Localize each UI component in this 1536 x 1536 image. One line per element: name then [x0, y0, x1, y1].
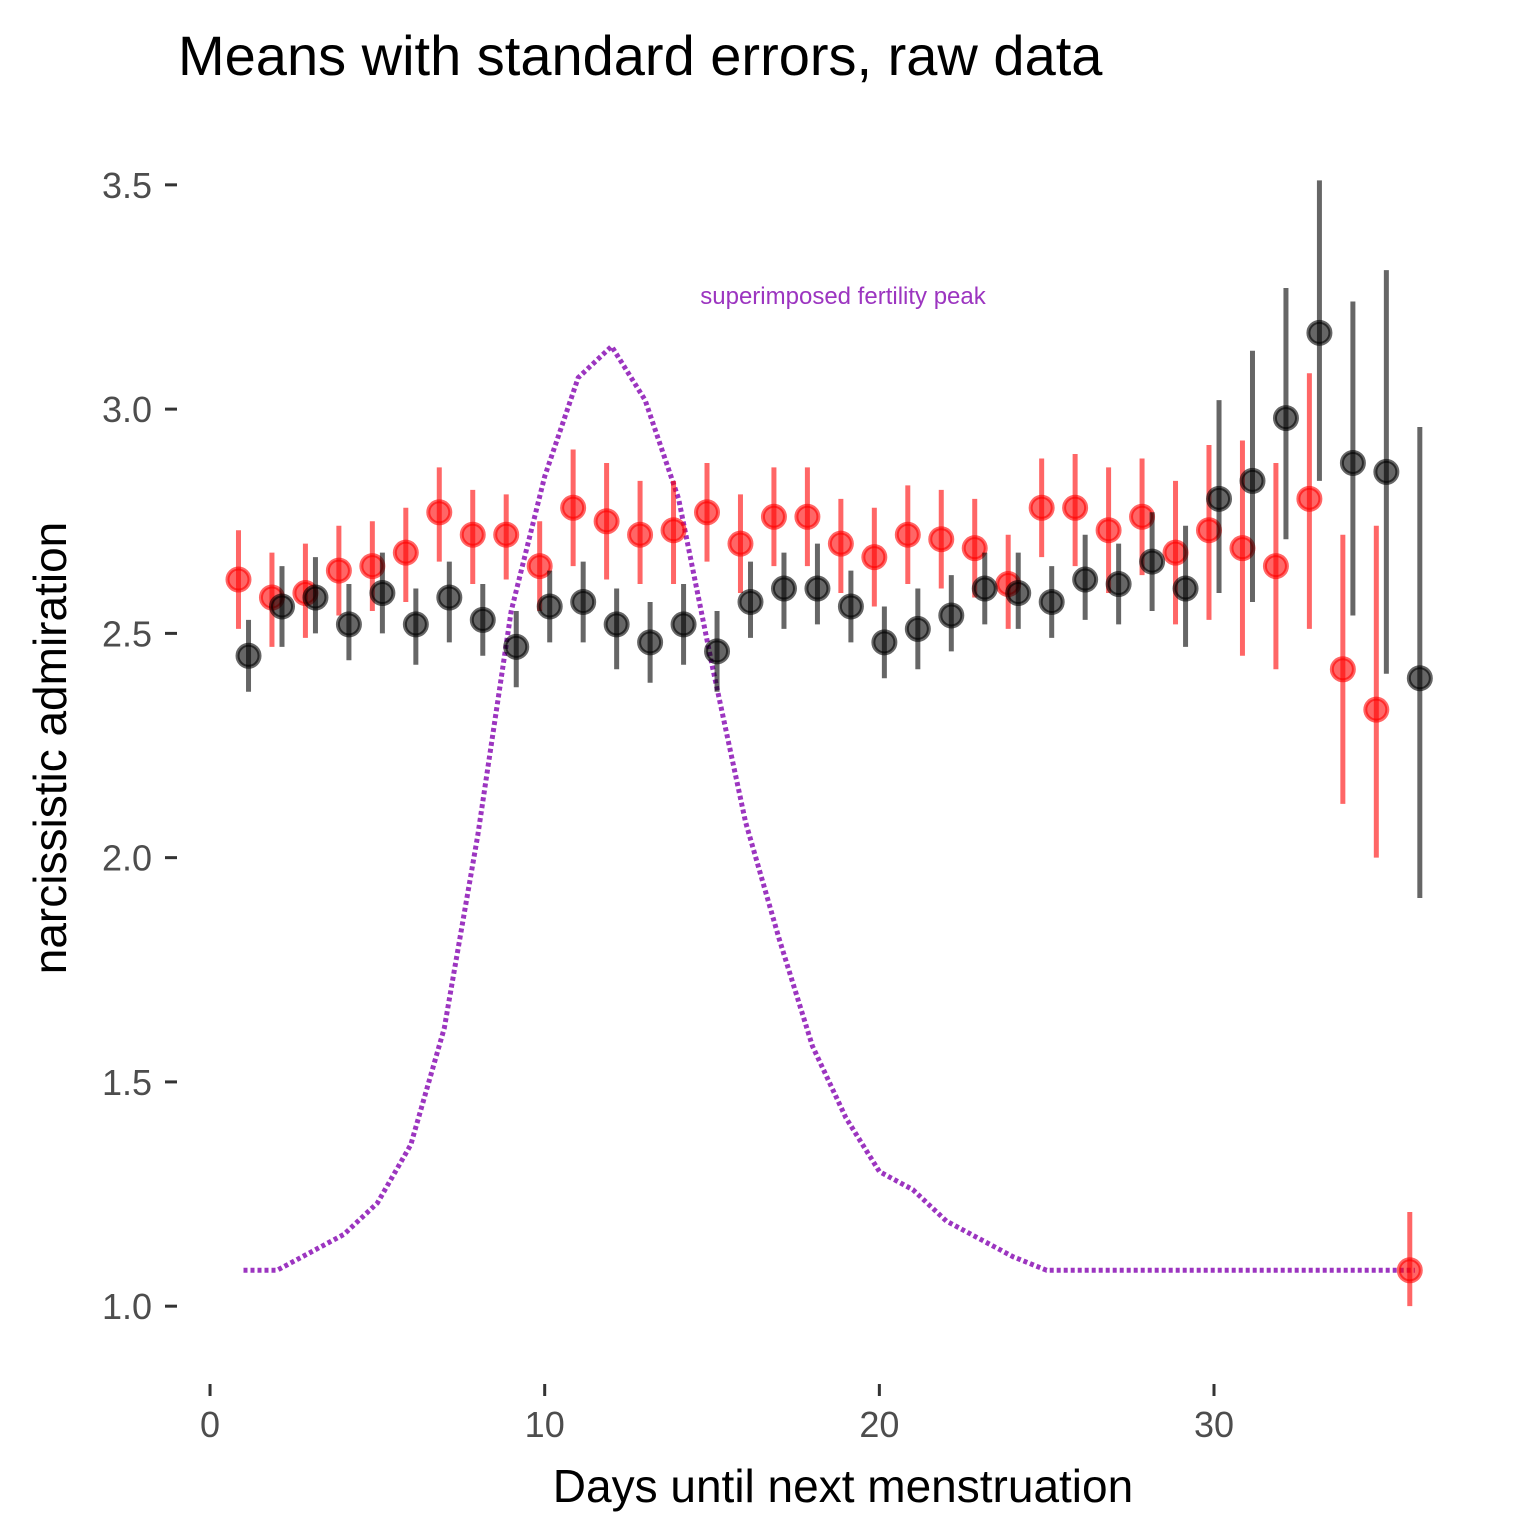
mean-point — [1072, 566, 1099, 593]
mean-point — [837, 593, 864, 620]
mean-point — [235, 642, 262, 669]
mean-point — [325, 557, 352, 584]
mean-point — [1062, 494, 1089, 521]
x-axis: 0 10 20 30 — [200, 1384, 1234, 1445]
x-tick-label: 20 — [859, 1404, 899, 1445]
mean-point — [1272, 405, 1299, 432]
mean-point — [861, 544, 888, 571]
fertility-curve-layer — [243, 342, 1415, 1273]
mean-point — [560, 494, 587, 521]
mean-point — [392, 539, 419, 566]
mean-point — [827, 530, 854, 557]
y-tick-label: 1.5 — [102, 1062, 152, 1103]
mean-point — [402, 611, 429, 638]
mean-point — [760, 503, 787, 530]
mean-point — [302, 584, 329, 611]
mean-point — [335, 611, 362, 638]
mean-point — [627, 521, 654, 548]
y-tick-label: 2.5 — [102, 613, 152, 654]
mean-point — [971, 575, 998, 602]
mean-point — [593, 508, 620, 535]
x-axis-label: Days until next menstruation — [553, 1460, 1133, 1512]
y-tick-label: 2.0 — [102, 838, 152, 879]
y-tick-label: 1.0 — [102, 1286, 152, 1327]
mean-point — [904, 615, 931, 642]
mean-point — [670, 611, 697, 638]
y-tick-label: 3.0 — [102, 389, 152, 430]
mean-point — [894, 521, 921, 548]
y-tick-label: 3.5 — [102, 165, 152, 206]
mean-point — [1396, 1257, 1423, 1284]
mean-point — [493, 521, 520, 548]
mean-point — [225, 566, 252, 593]
mean-point — [1028, 494, 1055, 521]
mean-point — [1296, 485, 1323, 512]
mean-point — [727, 530, 754, 557]
mean-point — [961, 535, 988, 562]
mean-point — [804, 575, 831, 602]
mean-point — [871, 629, 898, 656]
mean-point — [794, 503, 821, 530]
mean-point — [570, 588, 597, 615]
mean-point — [526, 553, 553, 580]
x-tick-label: 10 — [525, 1404, 565, 1445]
mean-point — [1206, 485, 1233, 512]
mean-point — [1262, 553, 1289, 580]
series-group — [235, 180, 1433, 899]
mean-point — [660, 517, 687, 544]
x-tick-label: 30 — [1194, 1404, 1234, 1445]
mean-point — [1239, 467, 1266, 494]
data-marks — [225, 180, 1433, 1307]
mean-point — [1105, 571, 1132, 598]
mean-point — [1339, 449, 1366, 476]
mean-point — [536, 593, 563, 620]
mean-point — [1095, 517, 1122, 544]
mean-point — [268, 593, 295, 620]
mean-point — [459, 521, 486, 548]
mean-point — [1038, 588, 1065, 615]
y-axis-label: narcissistic admiration — [24, 522, 76, 974]
mean-point — [1363, 696, 1390, 723]
chart-title: Means with standard errors, raw data — [178, 24, 1103, 87]
mean-point — [704, 638, 731, 665]
y-axis: 1.0 1.5 2.0 2.5 3.0 3.5 — [102, 165, 177, 1327]
mean-point — [1329, 656, 1356, 683]
mean-point — [1406, 665, 1433, 692]
fertility-peak-curve — [243, 342, 1415, 1273]
mean-point — [436, 584, 463, 611]
mean-point — [503, 633, 530, 660]
series-group — [225, 373, 1423, 1307]
mean-point — [1139, 548, 1166, 575]
mean-point — [1373, 458, 1400, 485]
mean-point — [1172, 575, 1199, 602]
x-tick-label: 0 — [200, 1404, 220, 1445]
mean-point — [426, 499, 453, 526]
mean-point — [694, 499, 721, 526]
mean-point — [1306, 319, 1333, 346]
mean-point — [469, 606, 496, 633]
fertility-peak-annotation: superimposed fertility peak — [700, 283, 986, 310]
mean-point — [938, 602, 965, 629]
mean-point — [637, 629, 664, 656]
mean-point — [928, 526, 955, 553]
mean-point — [369, 580, 396, 607]
mean-point — [770, 575, 797, 602]
mean-point — [603, 611, 630, 638]
mean-point — [1005, 580, 1032, 607]
mean-point — [737, 588, 764, 615]
